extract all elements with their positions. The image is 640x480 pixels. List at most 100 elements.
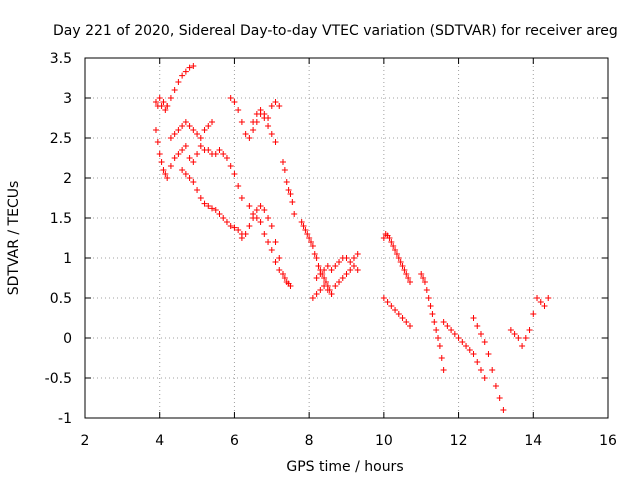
data-point xyxy=(285,187,292,193)
plot-frame xyxy=(84,57,609,419)
data-point xyxy=(388,303,395,309)
data-point xyxy=(265,123,272,129)
data-point xyxy=(154,139,161,145)
data-point xyxy=(220,151,227,157)
series-sat-r xyxy=(418,271,447,373)
data-point xyxy=(238,119,245,125)
y-tick-label: 2.5 xyxy=(50,131,72,147)
data-point xyxy=(435,335,442,341)
data-point xyxy=(492,383,499,389)
data-point xyxy=(397,259,404,265)
data-point xyxy=(347,267,354,273)
data-point xyxy=(253,111,260,117)
x-tick-label: 10 xyxy=(375,433,393,449)
data-point xyxy=(175,79,182,85)
data-point xyxy=(209,205,216,212)
series-sat-d xyxy=(167,119,216,141)
data-point xyxy=(500,407,507,413)
data-point xyxy=(507,327,514,333)
data-point xyxy=(343,255,350,261)
data-point xyxy=(186,175,193,181)
data-point xyxy=(399,315,406,321)
data-point xyxy=(343,271,350,277)
data-point xyxy=(223,155,230,161)
data-point xyxy=(421,279,428,285)
data-point xyxy=(164,175,171,181)
data-point xyxy=(515,335,522,341)
data-point xyxy=(160,167,167,173)
data-point xyxy=(438,355,445,361)
data-point xyxy=(425,295,432,301)
data-point xyxy=(287,283,294,289)
data-point xyxy=(418,271,425,277)
data-point xyxy=(231,171,238,177)
data-point xyxy=(246,223,253,229)
data-point xyxy=(175,127,182,133)
data-point xyxy=(235,227,242,233)
series-sat-b xyxy=(152,127,171,181)
data-point xyxy=(440,367,447,373)
y-tick-label: 2 xyxy=(63,171,72,187)
data-point xyxy=(530,311,537,317)
data-point xyxy=(321,275,328,281)
data-point xyxy=(336,279,343,285)
data-point xyxy=(489,367,496,373)
data-point xyxy=(175,151,182,157)
data-point xyxy=(298,219,305,225)
series-sat-e xyxy=(167,143,245,201)
data-point xyxy=(272,139,279,145)
data-point xyxy=(386,235,393,241)
data-point xyxy=(313,275,320,281)
x-tick-label: 12 xyxy=(450,433,468,449)
x-tick-label: 8 xyxy=(305,433,314,449)
data-point xyxy=(405,275,412,281)
data-point xyxy=(429,311,436,317)
data-point xyxy=(238,235,245,241)
data-point xyxy=(171,87,178,93)
data-point xyxy=(390,243,397,249)
data-point xyxy=(162,107,169,113)
data-point xyxy=(380,235,387,241)
data-point xyxy=(321,283,328,289)
data-point xyxy=(392,247,399,253)
data-point xyxy=(474,323,481,329)
data-point xyxy=(216,147,223,153)
x-tick-label: 16 xyxy=(599,433,617,449)
series-sat-t xyxy=(470,315,507,413)
data-point xyxy=(466,347,473,353)
data-point xyxy=(250,211,257,217)
data-point xyxy=(205,203,212,209)
data-point xyxy=(399,263,406,269)
data-point xyxy=(194,151,201,157)
data-point xyxy=(317,271,324,277)
data-point xyxy=(276,255,283,261)
data-point xyxy=(250,119,257,125)
series-sat-p xyxy=(380,231,414,285)
data-point xyxy=(164,103,171,109)
data-point xyxy=(436,343,443,349)
data-point xyxy=(194,187,201,193)
data-point xyxy=(223,219,230,225)
data-point xyxy=(279,271,286,277)
data-point xyxy=(190,63,197,69)
data-point xyxy=(156,95,163,101)
data-point xyxy=(152,99,159,105)
data-point xyxy=(354,267,361,273)
data-point xyxy=(261,207,268,213)
data-point xyxy=(231,99,238,105)
data-point xyxy=(308,239,315,245)
data-point xyxy=(433,327,440,333)
data-point xyxy=(268,131,275,137)
data-point xyxy=(209,119,216,125)
data-point xyxy=(321,267,328,273)
data-point xyxy=(440,319,447,325)
data-point xyxy=(537,299,544,305)
series-sat-c xyxy=(164,63,197,109)
data-point xyxy=(463,343,470,349)
data-point xyxy=(448,327,455,333)
data-point xyxy=(158,159,165,165)
data-point xyxy=(268,103,275,109)
data-point xyxy=(407,323,414,329)
chart-title: Day 221 of 2020, Sidereal Day-to-day VTE… xyxy=(53,23,618,39)
